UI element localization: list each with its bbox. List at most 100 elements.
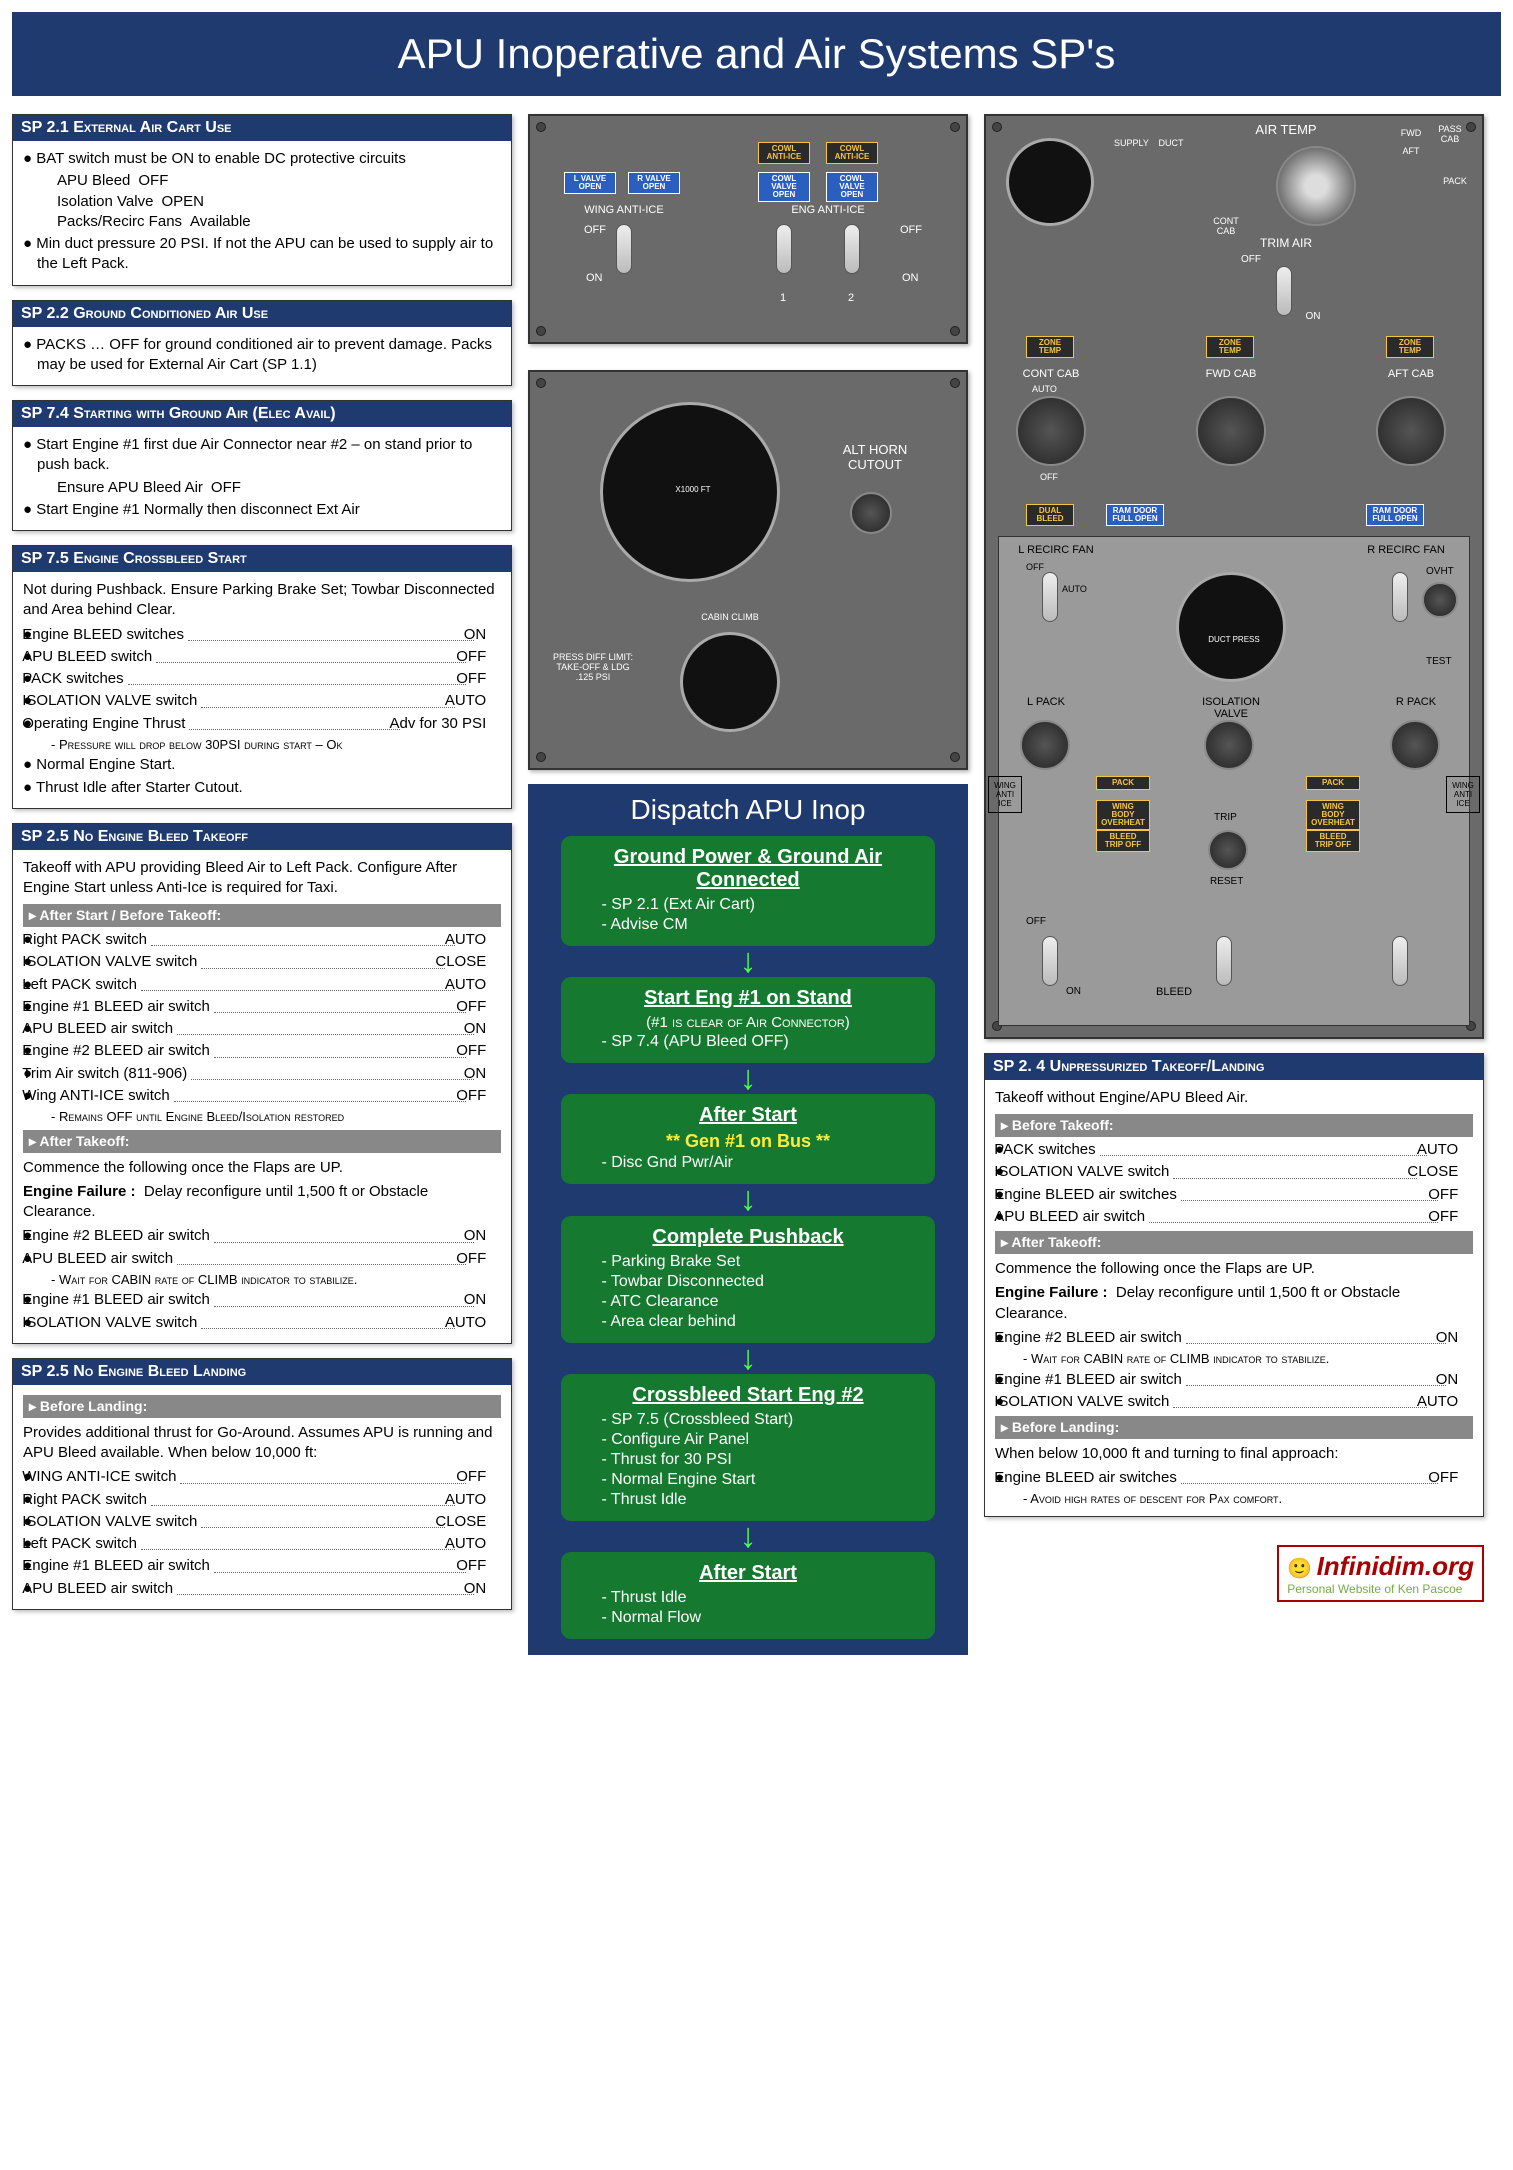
label: OFF — [1026, 562, 1044, 572]
switch-trim-air[interactable] — [1276, 266, 1292, 316]
sub-note: Wait for CABIN rate of CLIMB indicator t… — [995, 1350, 1473, 1368]
label-on: ON — [586, 272, 603, 284]
sub-note: Remains OFF until Engine Bleed/Isolation… — [23, 1108, 501, 1126]
note: Commence the following once the Flaps ar… — [995, 1257, 1473, 1281]
setting-row: PACK switchesOFF — [23, 669, 501, 689]
label: BLEED — [1156, 986, 1192, 998]
center-column: COWL ANTI-ICE COWL ANTI-ICE L VALVE OPEN… — [528, 114, 968, 1655]
ann-pack: PACK — [1306, 776, 1360, 790]
ann-cowl-antiice: COWL ANTI-ICE — [826, 142, 878, 164]
preamble: Provides additional thrust for Go-Around… — [23, 1421, 501, 1466]
flow-arrow-icon: ↓ — [536, 1523, 960, 1550]
ann-cowl-antiice: COWL ANTI-ICE — [758, 142, 810, 164]
card-title: SP 2. 4 Unpressurized Takeoff/Landing — [985, 1054, 1483, 1080]
bullet: Min duct pressure 20 PSI. If not the APU… — [23, 234, 501, 275]
switch-eng2-antiice[interactable] — [844, 224, 860, 274]
label: L RECIRC FAN — [1006, 544, 1106, 556]
button-ovht-test[interactable] — [1422, 582, 1458, 618]
knob-l-pack[interactable] — [1020, 720, 1070, 770]
knob-cont-cab[interactable] — [1016, 396, 1086, 466]
label: WING ANTI-ICE — [564, 204, 684, 216]
flow-box: After Start- Thrust Idle- Normal Flow — [561, 1552, 934, 1639]
knob-air-temp-source[interactable] — [1276, 146, 1356, 226]
setting-row: Left PACK switchAUTO — [23, 975, 501, 995]
switch-eng1-antiice[interactable] — [776, 224, 792, 274]
label: TEST — [1426, 656, 1452, 667]
label: R PACK — [1386, 696, 1446, 708]
setting-row: Wing ANTI-ICE switchOFF — [23, 1086, 501, 1106]
setting-row: PACK switchesAUTO — [995, 1140, 1473, 1160]
ann-dual-bleed: DUAL BLEED — [1026, 504, 1074, 526]
setting-row: Engine #2 BLEED air switchON — [23, 1226, 501, 1246]
setting-row: ISOLATION VALVE switchCLOSE — [23, 1512, 501, 1532]
label: TRIP — [1214, 812, 1237, 823]
knob-fwd-cab[interactable] — [1196, 396, 1266, 466]
flow-arrow-icon: ↓ — [536, 948, 960, 975]
label: OVHT — [1426, 566, 1454, 577]
switch-r-recirc[interactable] — [1392, 572, 1408, 622]
card-sp25ld: SP 2.5 No Engine Bleed Landing Before La… — [12, 1358, 512, 1610]
setting-row: Engine BLEED switchesON — [23, 625, 501, 645]
setting-row: APU BleedOFF — [23, 171, 501, 191]
label-on: ON — [902, 272, 919, 284]
logo-title: Infinidim.org — [1317, 1551, 1474, 1581]
setting-row: Ensure APU Bleed AirOFF — [23, 478, 501, 498]
gauge-air-temp — [1006, 138, 1094, 226]
label: SUPPLY — [1114, 138, 1144, 148]
label: RESET — [1210, 876, 1243, 887]
flow-arrow-icon: ↓ — [536, 1065, 960, 1092]
knob-aft-cab[interactable] — [1376, 396, 1446, 466]
flow-title: Dispatch APU Inop — [536, 794, 960, 826]
label: CONT CAB — [1006, 368, 1096, 380]
button-alt-horn-cutout[interactable] — [850, 492, 892, 534]
sub-note: Pressure will drop below 30PSI during st… — [23, 736, 501, 754]
knob-r-pack[interactable] — [1390, 720, 1440, 770]
label: FWD CAB — [1186, 368, 1276, 380]
flow-box: Crossbleed Start Eng #2- SP 7.5 (Crossbl… — [561, 1374, 934, 1521]
ann-wing-body: WING BODY OVERHEAT — [1096, 800, 1150, 830]
switch-bleed-1[interactable] — [1042, 936, 1058, 986]
switch-l-recirc[interactable] — [1042, 572, 1058, 622]
setting-row: APU BLEED air switchOFF — [23, 1249, 501, 1269]
flow-box: Ground Power & Ground Air Connected- SP … — [561, 836, 934, 946]
section-bar: After Takeoff: — [995, 1231, 1473, 1254]
card-title: SP 7.4 Starting with Ground Air (Elec Av… — [13, 401, 511, 427]
panel-air-system: AIR TEMP FWD AFT PASS CAB SUPPLY DUCT CO… — [984, 114, 1484, 1039]
ann-cowl-valve: COWL VALVE OPEN — [758, 172, 810, 202]
button-trip-reset[interactable] — [1208, 830, 1248, 870]
card-sp25to: SP 2.5 No Engine Bleed Takeoff Takeoff w… — [12, 823, 512, 1344]
label: AUTO — [1032, 384, 1057, 394]
label-off: OFF — [900, 224, 922, 236]
flow-arrow-icon: ↓ — [536, 1345, 960, 1372]
ann-zone-temp: ZONE TEMP — [1206, 336, 1254, 358]
setting-row: Engine BLEED air switchesOFF — [995, 1185, 1473, 1205]
knob-isolation-valve[interactable] — [1204, 720, 1254, 770]
setting-row: APU BLEED air switchON — [23, 1579, 501, 1599]
switch-apu-bleed[interactable] — [1216, 936, 1232, 986]
label: AUTO — [1062, 584, 1087, 594]
setting-row: Trim Air switch (811-906)ON — [23, 1064, 501, 1084]
switch-bleed-2[interactable] — [1392, 936, 1408, 986]
section-bar: After Takeoff: — [23, 1130, 501, 1153]
label-press-diff: PRESS DIFF LIMIT: TAKE-OFF & LDG .125 PS… — [548, 652, 638, 682]
card-title: SP 2.5 No Engine Bleed Takeoff — [13, 824, 511, 850]
card-title: SP 2.2 Ground Conditioned Air Use — [13, 301, 511, 327]
label: ON — [1298, 311, 1328, 322]
preamble: Takeoff with APU providing Bleed Air to … — [23, 856, 501, 901]
panel-antiice: COWL ANTI-ICE COWL ANTI-ICE L VALVE OPEN… — [528, 114, 968, 344]
setting-row: ISOLATION VALVE switchAUTO — [995, 1392, 1473, 1412]
switch-wing-antiice[interactable] — [616, 224, 632, 274]
setting-row: Engine #1 BLEED air switchON — [995, 1370, 1473, 1390]
setting-row: Engine #2 BLEED air switchON — [995, 1328, 1473, 1348]
bullet: Thrust Idle after Starter Cutout. — [23, 778, 501, 798]
preamble: Takeoff without Engine/APU Bleed Air. — [995, 1086, 1473, 1110]
card-title: SP 7.5 Engine Crossbleed Start — [13, 546, 511, 572]
label: DUCT — [1156, 138, 1186, 148]
setting-row: Engine #1 BLEED air switchOFF — [23, 1556, 501, 1576]
note: Engine Failure : Delay reconfigure until… — [995, 1281, 1473, 1326]
ann-zone-temp: ZONE TEMP — [1026, 336, 1074, 358]
label: AIR TEMP — [1246, 122, 1326, 137]
sub-note: Wait for CABIN rate of CLIMB indicator t… — [23, 1271, 501, 1289]
setting-row: Packs/Recirc FansAvailable — [23, 212, 501, 232]
gauge-duct-press: DUCT PRESS — [1176, 572, 1286, 682]
